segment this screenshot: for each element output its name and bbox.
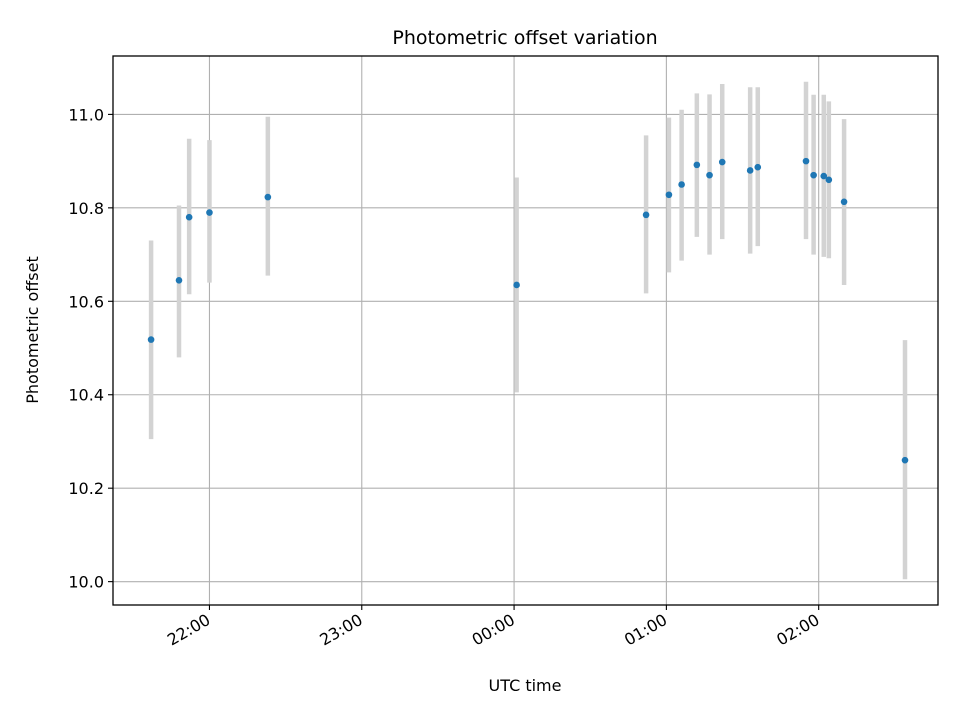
data-point [147,336,155,343]
y-tick-label: 10.8 [68,199,104,218]
y-tick-label: 10.0 [68,573,104,592]
data-point [185,213,193,221]
y-tick-label: 11.0 [68,105,104,124]
data-point [706,171,713,179]
chart-title: Photometric offset variation [392,27,657,49]
data-point [665,191,673,199]
data-point [901,456,909,464]
y-axis: 10.0 10.2 10.4 10.6 10.8 11.0 [68,105,113,592]
data-point [718,158,726,166]
data-point [693,161,701,169]
grid-layer [113,56,938,605]
data-point [810,171,817,179]
data-point [678,181,685,188]
y-tick-label: 10.6 [68,292,104,311]
x-axis-label: UTC time [489,676,562,695]
y-axis-label: Photometric offset [23,256,42,404]
point-layer [147,157,909,464]
y-tick-label: 10.2 [68,479,104,498]
plot-frame [112,55,939,606]
data-point [820,172,828,180]
data-point [513,281,520,289]
data-point [754,163,762,171]
data-point [175,276,183,284]
data-point [642,211,650,219]
y-tick-label: 10.4 [68,386,104,405]
data-point [746,167,754,174]
data-point [825,176,833,184]
data-point [206,209,213,216]
data-point [802,157,810,165]
data-point [264,193,272,201]
data-point [840,198,848,206]
